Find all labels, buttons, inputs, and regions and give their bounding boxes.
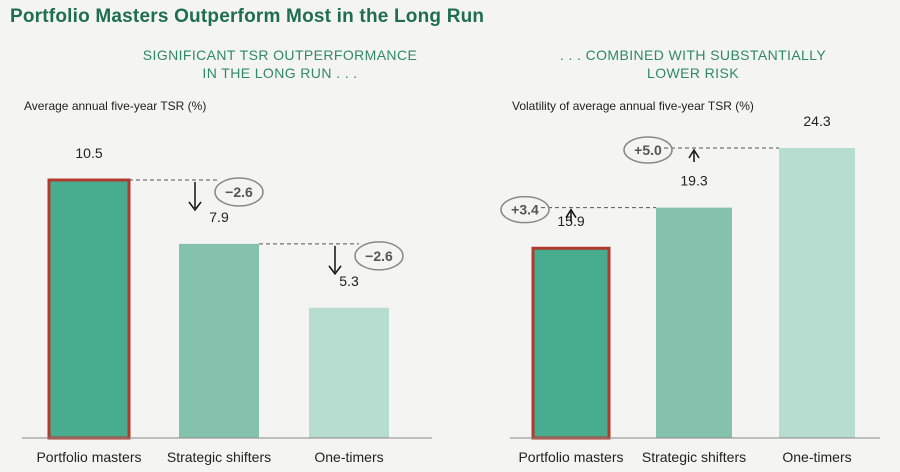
left-bar-0 <box>47 178 131 440</box>
left-subtitle-line-2: IN THE LONG RUN . . . <box>202 65 358 81</box>
left-category-label-0: Portfolio masters <box>36 449 141 465</box>
right-delta-badge-1 <box>623 136 673 164</box>
left-chart-ylabel: Average annual five-year TSR (%) <box>24 99 207 113</box>
right-category-label-0: Portfolio masters <box>518 449 623 465</box>
right-subtitle-line-2: LOWER RISK <box>647 65 739 81</box>
right-subtitle-line-1: . . . COMBINED WITH SUBSTANTIALLY <box>559 47 827 63</box>
right-value-label-1: 19.3 <box>680 173 707 189</box>
right-value-label-2: 24.3 <box>803 113 830 129</box>
left-delta-label-1: −2.6 <box>365 248 393 264</box>
left-value-label-1: 7.9 <box>209 209 229 225</box>
left-chart-subtitle: SIGNIFICANT TSR OUTPERFORMANCE IN THE LO… <box>100 46 460 82</box>
left-delta-label-0: −2.6 <box>225 184 253 200</box>
left-bar-1 <box>179 243 259 438</box>
right-bar-0 <box>531 246 611 440</box>
right-chart-subtitle: . . . COMBINED WITH SUBSTANTIALLY LOWER … <box>513 46 873 82</box>
right-delta-badge-0 <box>500 195 550 224</box>
left-value-label-2: 5.3 <box>339 273 359 289</box>
right-bar-1 <box>656 207 732 438</box>
right-arrow-up-icon-1 <box>688 148 700 159</box>
right-category-label-2: One-timers <box>782 449 851 465</box>
left-subtitle-line-1: SIGNIFICANT TSR OUTPERFORMANCE <box>142 47 418 63</box>
left-delta-badge-1 <box>354 241 404 271</box>
left-category-label-1: Strategic shifters <box>167 449 271 465</box>
left-arrow-down-icon-0 <box>188 201 202 212</box>
right-arrow-up-icon-0 <box>565 208 577 219</box>
right-chart-ylabel: Volatility of average annual five-year T… <box>512 99 754 113</box>
left-bar-2 <box>309 307 389 438</box>
page-title: Portfolio Masters Outperform Most in the… <box>10 6 485 27</box>
right-delta-label-0: +3.4 <box>511 202 539 218</box>
left-arrow-down-icon-1 <box>328 265 342 276</box>
right-category-label-1: Strategic shifters <box>642 449 746 465</box>
right-bar-2 <box>779 148 855 438</box>
right-delta-label-1: +5.0 <box>634 142 662 158</box>
left-value-label-0: 10.5 <box>75 145 102 161</box>
left-delta-badge-0 <box>214 177 264 207</box>
left-category-label-2: One-timers <box>314 449 383 465</box>
